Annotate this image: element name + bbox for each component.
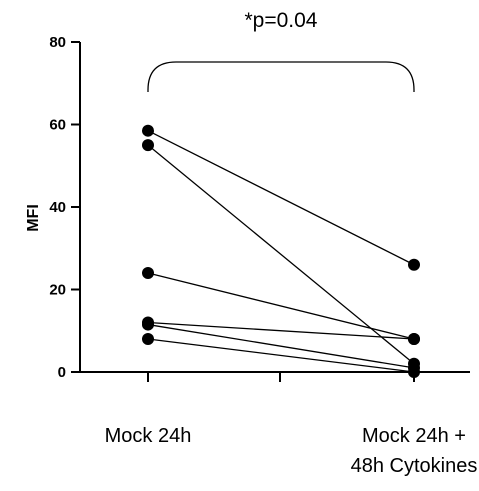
pair-lines xyxy=(147,130,415,373)
y-tick-label: 40 xyxy=(49,199,66,216)
point-mock-24h xyxy=(142,333,154,345)
y-tick-label: 0 xyxy=(58,364,66,381)
point-mock-24h-cytokines xyxy=(408,258,420,271)
pair-line xyxy=(147,272,415,340)
point-mock-24h-cytokines xyxy=(408,333,420,345)
pair-line xyxy=(147,130,415,266)
x-axis: Mock 24h Mock 24h + 48h Cytokines xyxy=(80,371,478,477)
pair-line xyxy=(147,144,415,365)
y-axis-label: MFI xyxy=(25,204,42,232)
point-mock-24h-cytokines xyxy=(408,366,420,378)
significance-bracket-group: *p=0.04 xyxy=(147,9,415,92)
point-mock-24h xyxy=(142,124,154,137)
p-value-annotation: *p=0.04 xyxy=(245,9,318,32)
pair-line xyxy=(147,323,415,369)
x-category-label: Mock 24h + xyxy=(362,425,466,447)
x-category-label: 48h Cytokines xyxy=(351,455,478,477)
x-category-label: Mock 24h xyxy=(105,425,192,447)
point-mock-24h xyxy=(142,267,154,279)
pair-line xyxy=(147,338,415,373)
point-mock-24h xyxy=(142,318,154,331)
y-tick-label: 80 xyxy=(49,34,66,51)
significance-bracket xyxy=(147,61,415,92)
pair-line xyxy=(147,321,415,340)
y-tick-label: 20 xyxy=(49,282,66,299)
point-mock-24h xyxy=(142,139,154,152)
y-axis: 0 20 40 60 80 xyxy=(49,34,81,381)
y-tick-label: 60 xyxy=(49,117,66,134)
data-points xyxy=(142,124,420,378)
